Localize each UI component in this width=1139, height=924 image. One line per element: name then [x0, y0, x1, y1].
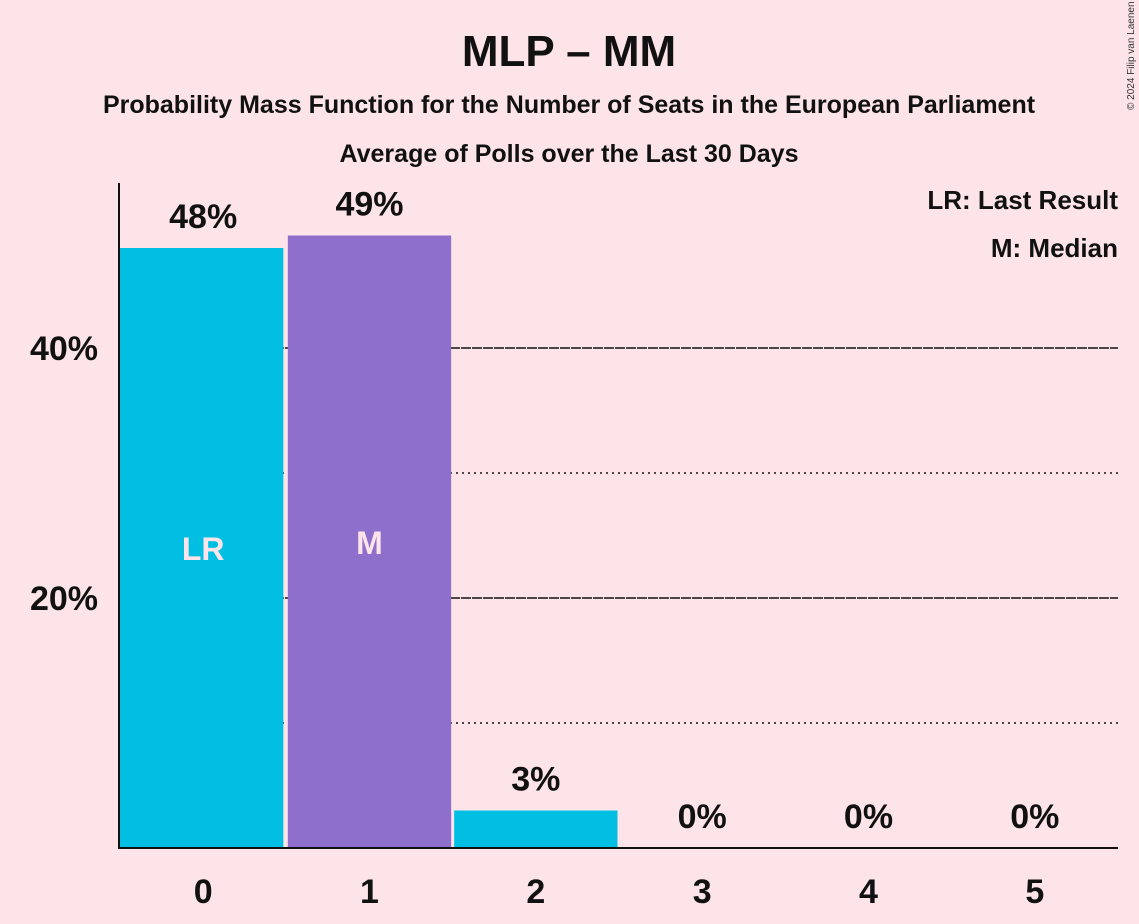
copyright-text: © 2024 Filip van Laenen [1126, 1, 1137, 110]
chart-subtitle: Probability Mass Function for the Number… [103, 91, 1036, 119]
bar-0 [120, 248, 284, 848]
value-label-2: 3% [511, 761, 560, 799]
value-label-3: 0% [678, 798, 727, 836]
bar-1 [287, 235, 452, 848]
value-label-0: 48% [169, 198, 237, 236]
y-tick-label: 20% [30, 580, 98, 618]
bars [120, 235, 618, 848]
value-label-4: 0% [844, 798, 893, 836]
chart-subsubtitle: Average of Polls over the Last 30 Days [340, 140, 799, 168]
value-labels: 48% LR 49% M 3% 0% 0% 0% [169, 186, 1059, 837]
x-tick-label: 0 [194, 873, 213, 911]
chart-title: MLP – MM [462, 27, 676, 76]
x-tick-label: 1 [360, 873, 379, 911]
axes: 20% 40% 0 1 2 3 4 5 [30, 183, 1118, 911]
value-label-1: 49% [335, 186, 403, 224]
gridlines [120, 347, 1118, 724]
bar-2 [454, 810, 618, 848]
bar-marker-lr: LR [182, 531, 225, 567]
x-tick-label: 3 [693, 873, 712, 911]
bar-marker-m: M [356, 525, 383, 561]
x-tick-label: 4 [859, 873, 878, 911]
x-tick-label: 2 [526, 873, 545, 911]
x-tick-label: 5 [1025, 873, 1044, 911]
y-tick-label: 40% [30, 330, 98, 368]
value-label-5: 0% [1010, 798, 1059, 836]
legend-median: M: Median [991, 233, 1118, 263]
legend-last-result: LR: Last Result [927, 185, 1118, 215]
